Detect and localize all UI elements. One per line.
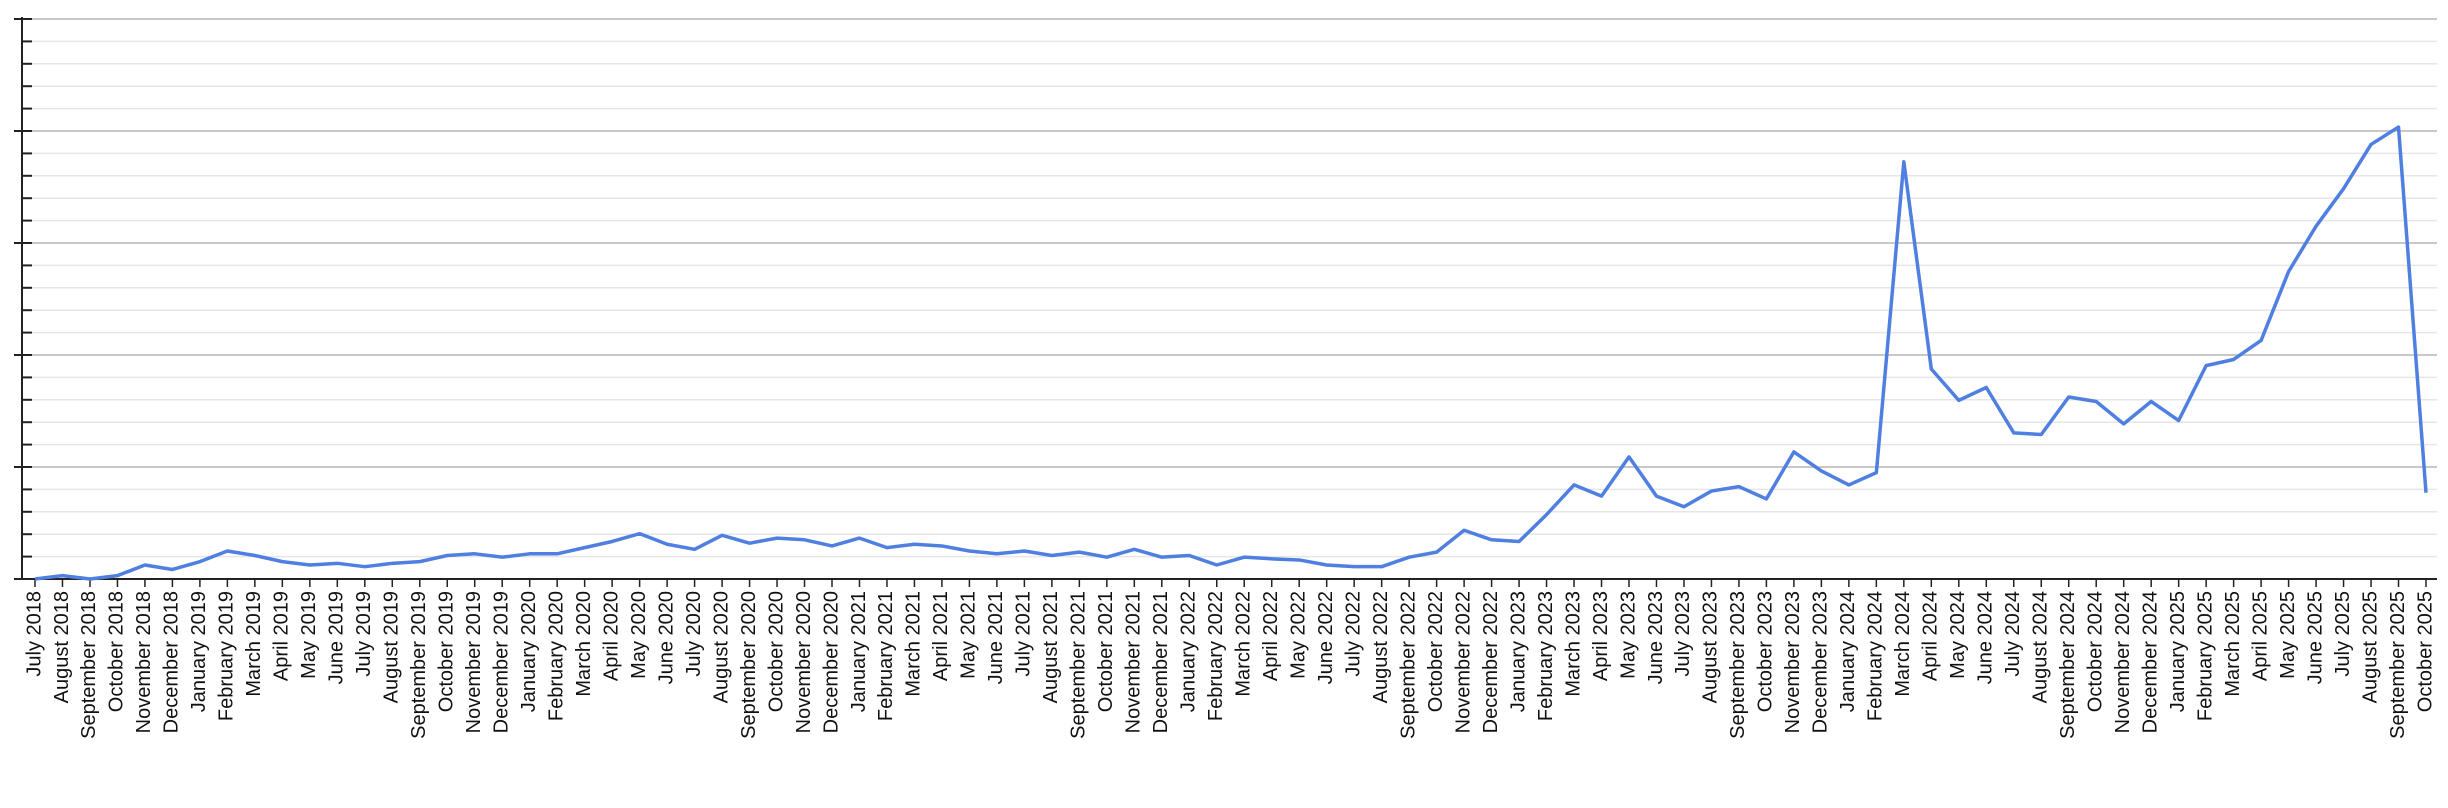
x-tick-label: March 2023	[1562, 591, 1584, 697]
x-tick-label: November 2020	[793, 591, 815, 733]
x-tick-label: October 2019	[436, 591, 458, 712]
x-tick-label: September 2022	[1397, 591, 1419, 739]
x-tick-label: September 2020	[738, 591, 760, 739]
x-tick-label: January 2023	[1507, 591, 1529, 712]
x-tick-label: June 2021	[985, 591, 1007, 684]
x-tick-label: February 2020	[545, 591, 567, 721]
x-tick-label: January 2020	[518, 591, 540, 712]
x-tick-label: December 2021	[1150, 591, 1172, 733]
x-tick-label: February 2021	[875, 591, 897, 721]
x-tick-label: July 2018	[23, 591, 45, 677]
x-tick-label: August 2019	[381, 591, 403, 703]
x-tick-label: August 2025	[2359, 591, 2381, 703]
x-tick-label: July 2021	[1013, 591, 1035, 677]
x-tick-label: April 2024	[1920, 591, 1942, 681]
x-tick-label: September 2019	[408, 591, 430, 739]
x-tick-label: October 2023	[1755, 591, 1777, 712]
x-tick-label: July 2025	[2332, 591, 2354, 677]
x-tick-label: October 2021	[1095, 591, 1117, 712]
x-tick-label: August 2024	[2030, 591, 2052, 703]
x-tick-label: May 2023	[1617, 591, 1639, 679]
x-tick-label: August 2020	[710, 591, 732, 703]
x-tick-label: September 2021	[1068, 591, 1090, 739]
x-tick-label: July 2024	[2002, 591, 2024, 677]
x-tick-label: April 2020	[600, 591, 622, 681]
x-tick-label: April 2019	[271, 591, 293, 681]
x-tick-label: June 2022	[1315, 591, 1337, 684]
x-tick-label: August 2023	[1700, 591, 1722, 703]
x-tick-label: April 2021	[930, 591, 952, 681]
x-tick-label: December 2018	[161, 591, 183, 733]
x-tick-label: March 2022	[1233, 591, 1255, 697]
x-tick-label: July 2023	[1672, 591, 1694, 677]
x-tick-label: January 2025	[2167, 591, 2189, 712]
x-tick-label: November 2024	[2112, 591, 2134, 733]
x-tick-label: September 2024	[2057, 591, 2079, 739]
x-tick-label: November 2022	[1452, 591, 1474, 733]
x-tick-label: November 2023	[1782, 591, 1804, 733]
x-tick-label: January 2022	[1178, 591, 1200, 712]
x-tick-label: February 2024	[1865, 591, 1887, 721]
x-tick-label: November 2021	[1123, 591, 1145, 733]
x-tick-label: June 2024	[1975, 591, 1997, 684]
x-tick-label: June 2020	[655, 591, 677, 684]
x-tick-label: October 2025	[2414, 591, 2436, 712]
x-tick-label: July 2022	[1342, 591, 1364, 677]
x-tick-label: September 2018	[78, 591, 100, 739]
x-tick-label: June 2019	[326, 591, 348, 684]
x-tick-label: May 2024	[1947, 591, 1969, 679]
x-tick-label: May 2025	[2277, 591, 2299, 679]
x-tick-label: May 2020	[628, 591, 650, 679]
x-tick-label: March 2021	[903, 591, 925, 697]
x-tick-label: September 2025	[2387, 591, 2409, 739]
x-tick-label: March 2020	[573, 591, 595, 697]
x-tick-label: October 2020	[765, 591, 787, 712]
x-tick-label: December 2024	[2139, 591, 2161, 733]
x-tick-label: January 2021	[848, 591, 870, 712]
x-tick-label: March 2024	[1892, 591, 1914, 697]
x-tick-label: August 2018	[51, 591, 73, 703]
x-tick-label: April 2022	[1260, 591, 1282, 681]
x-tick-label: February 2019	[216, 591, 238, 721]
x-tick-label: September 2023	[1727, 591, 1749, 739]
x-tick-label: April 2025	[2249, 591, 2271, 681]
x-tick-label: May 2022	[1287, 591, 1309, 679]
x-tick-label: June 2023	[1645, 591, 1667, 684]
x-tick-label: February 2023	[1535, 591, 1557, 721]
x-tick-label: December 2022	[1480, 591, 1502, 733]
x-tick-label: December 2020	[820, 591, 842, 733]
x-tick-label: December 2019	[490, 591, 512, 733]
x-tick-label: October 2024	[2084, 591, 2106, 712]
line	[34, 125, 2428, 581]
x-tick-label: March 2019	[243, 591, 265, 697]
x-tick-label: January 2024	[1837, 591, 1859, 712]
x-tick-label: March 2025	[2222, 591, 2244, 697]
x-tick-label: November 2019	[463, 591, 485, 733]
x-tick-label: April 2023	[1590, 591, 1612, 681]
x-tick-label: February 2022	[1205, 591, 1227, 721]
x-tick-label: August 2022	[1370, 591, 1392, 703]
x-tick-label: May 2019	[298, 591, 320, 679]
x-tick-label: August 2021	[1040, 591, 1062, 703]
x-tick-label: July 2019	[353, 591, 375, 677]
x-tick-label: June 2025	[2304, 591, 2326, 684]
x-tick-label: October 2022	[1425, 591, 1447, 712]
x-tick-label: December 2023	[1810, 591, 1832, 733]
x-tick-label: May 2021	[958, 591, 980, 679]
x-tick-label: October 2018	[106, 591, 128, 712]
x-tick-label: July 2020	[683, 591, 705, 677]
x-tick-label: January 2019	[188, 591, 210, 712]
x-tick-label: February 2025	[2194, 591, 2216, 721]
x-tick-label: November 2018	[133, 591, 155, 733]
